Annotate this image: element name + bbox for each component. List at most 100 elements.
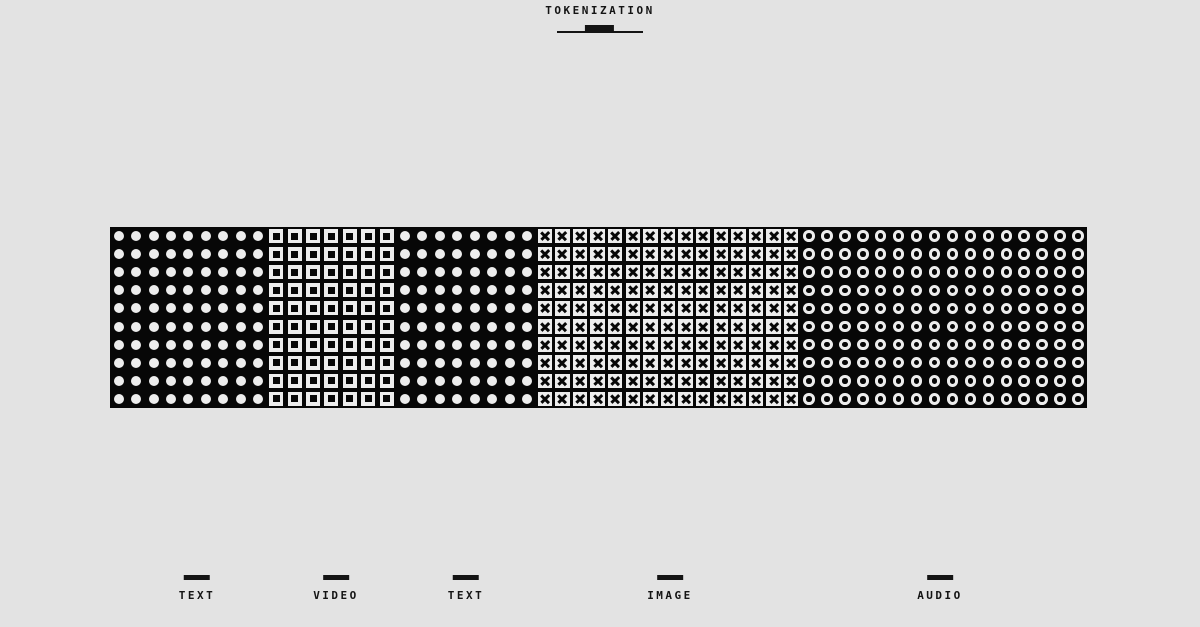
legend-tick (323, 575, 349, 580)
legend-item-audio[interactable]: AUDIO (917, 575, 963, 602)
x-token-icon (536, 263, 554, 281)
ring-token-icon (1069, 336, 1087, 354)
ring-token-icon (836, 227, 854, 245)
ring-token-icon (1033, 299, 1051, 317)
token-segment-text-1 (110, 227, 267, 408)
ring-token-icon (818, 354, 836, 372)
x-token-icon (677, 354, 695, 372)
dot-token-icon (180, 245, 197, 263)
dot-token-icon (145, 336, 162, 354)
ring-token-icon (997, 390, 1015, 408)
x-token-icon (694, 263, 712, 281)
dot-token-icon (519, 227, 537, 245)
dot-token-icon (162, 318, 179, 336)
x-token-icon (747, 354, 765, 372)
timeline-scrubber[interactable] (557, 25, 643, 33)
x-token-icon (659, 318, 677, 336)
square-token-icon (378, 245, 396, 263)
x-token-icon (730, 227, 748, 245)
dot-token-icon (197, 354, 214, 372)
x-token-icon (571, 281, 589, 299)
ring-token-icon (800, 263, 818, 281)
dot-token-icon (431, 354, 449, 372)
legend-tick (927, 575, 953, 580)
ring-token-icon (1051, 318, 1069, 336)
dot-token-icon (162, 227, 179, 245)
square-token-icon (285, 227, 303, 245)
dot-token-icon (110, 299, 127, 317)
ring-token-icon (1069, 299, 1087, 317)
dot-token-icon (396, 245, 414, 263)
square-token-icon (304, 299, 322, 317)
x-token-icon (589, 318, 607, 336)
square-token-icon (285, 299, 303, 317)
dot-token-icon (519, 299, 537, 317)
x-token-icon (624, 372, 642, 390)
ring-token-icon (979, 354, 997, 372)
x-token-icon (694, 227, 712, 245)
ring-token-icon (890, 390, 908, 408)
x-token-icon (730, 281, 748, 299)
dot-token-icon (414, 281, 432, 299)
ring-token-icon (818, 281, 836, 299)
dot-token-icon (501, 390, 519, 408)
dot-token-icon (466, 227, 484, 245)
scrubber-knob[interactable] (584, 25, 614, 33)
ring-token-icon (854, 299, 872, 317)
square-token-icon (285, 281, 303, 299)
ring-token-icon (926, 299, 944, 317)
square-token-icon (359, 299, 377, 317)
dot-token-icon (501, 263, 519, 281)
ring-token-icon (944, 390, 962, 408)
square-token-icon (267, 318, 285, 336)
token-segment-video (267, 227, 396, 408)
ring-token-icon (979, 372, 997, 390)
dot-token-icon (519, 354, 537, 372)
x-token-icon (589, 390, 607, 408)
dot-token-icon (484, 318, 502, 336)
x-token-icon (642, 263, 660, 281)
x-token-icon (730, 336, 748, 354)
ring-token-icon (836, 263, 854, 281)
legend-item-text[interactable]: TEXT (179, 575, 216, 602)
square-token-icon (267, 336, 285, 354)
x-token-icon (730, 299, 748, 317)
ring-token-icon (854, 318, 872, 336)
x-token-icon (747, 372, 765, 390)
ring-token-icon (944, 263, 962, 281)
x-token-icon (642, 245, 660, 263)
dot-token-icon (127, 299, 144, 317)
ring-token-icon (1069, 263, 1087, 281)
dot-token-icon (501, 318, 519, 336)
x-token-icon (765, 299, 783, 317)
ring-token-icon (1015, 281, 1033, 299)
legend-item-image[interactable]: IMAGE (647, 575, 693, 602)
x-token-icon (747, 245, 765, 263)
dot-token-icon (484, 372, 502, 390)
legend-tick (657, 575, 683, 580)
x-token-icon (606, 372, 624, 390)
legend-item-text[interactable]: TEXT (448, 575, 485, 602)
ring-token-icon (1015, 354, 1033, 372)
x-token-icon (765, 281, 783, 299)
ring-token-icon (890, 372, 908, 390)
dot-token-icon (215, 299, 232, 317)
x-token-icon (677, 281, 695, 299)
square-token-icon (341, 263, 359, 281)
x-token-icon (606, 263, 624, 281)
ring-token-icon (1051, 227, 1069, 245)
square-token-icon (378, 372, 396, 390)
dot-token-icon (180, 299, 197, 317)
legend-item-video[interactable]: VIDEO (313, 575, 359, 602)
ring-token-icon (926, 336, 944, 354)
ring-token-icon (944, 354, 962, 372)
ring-token-icon (961, 372, 979, 390)
ring-token-icon (854, 281, 872, 299)
x-token-icon (606, 299, 624, 317)
ring-token-icon (854, 354, 872, 372)
x-token-icon (554, 299, 572, 317)
ring-token-icon (1033, 245, 1051, 263)
ring-token-icon (890, 245, 908, 263)
square-token-icon (359, 336, 377, 354)
x-token-icon (642, 390, 660, 408)
